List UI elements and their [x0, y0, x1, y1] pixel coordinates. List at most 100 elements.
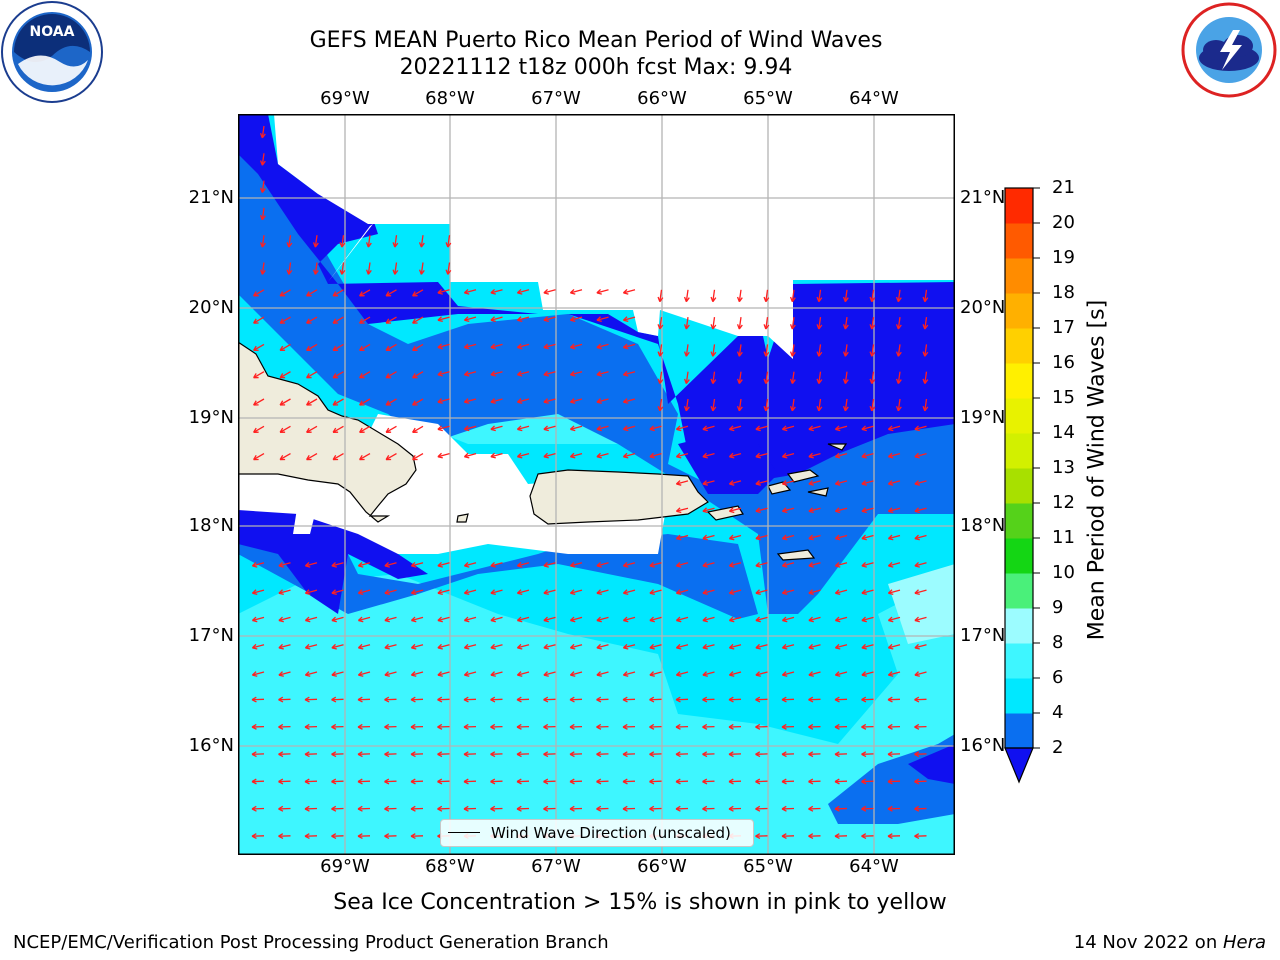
lat-tick-right: 19°N [960, 407, 1006, 428]
wind-arrow [781, 671, 795, 677]
wind-arrow [259, 262, 266, 275]
wind-arrow [463, 723, 477, 730]
wind-arrow [728, 643, 742, 650]
colorbar-tick-label: 20 [1052, 212, 1075, 233]
wind-arrow [781, 723, 795, 730]
wind-arrow [278, 805, 291, 812]
wind-arrow [702, 643, 715, 650]
wind-arrow [755, 778, 768, 785]
wind-arrow [410, 723, 424, 730]
lon-tick-top: 66°W [637, 88, 687, 109]
wind-arrow [490, 398, 503, 404]
wind-arrow [887, 480, 901, 486]
wind-arrow [763, 371, 770, 384]
wind-arrow [516, 288, 530, 295]
wind-arrow [789, 344, 796, 357]
wind-arrow [808, 452, 821, 459]
wind-arrow [675, 643, 689, 650]
wind-arrow [516, 671, 530, 677]
wind-arrow [543, 643, 556, 650]
wind-arrow [702, 534, 715, 541]
wind-arrow [463, 425, 477, 432]
wind-arrow [251, 805, 265, 812]
wind-arrow [437, 370, 450, 377]
footer-branch: NCEP/EMC/Verification Post Processing Pr… [13, 932, 609, 953]
wind-arrow [675, 805, 689, 812]
wind-arrow [914, 480, 927, 486]
wind-arrow [357, 696, 371, 703]
wind-arrow [887, 671, 901, 677]
wind-arrow [463, 316, 477, 323]
wind-arrow [808, 561, 821, 568]
wind-arrow [622, 343, 636, 350]
wind-arrow [410, 751, 424, 758]
colorbar-band [1005, 328, 1033, 364]
wind-arrow [516, 616, 530, 623]
wind-arrow [410, 616, 424, 623]
wind-arrow [816, 371, 823, 384]
wind-arrow [675, 589, 689, 596]
hispaniola-land [238, 341, 417, 523]
wind-arrow [596, 452, 609, 459]
wind-arrow [675, 507, 689, 514]
wind-arrow [914, 671, 927, 677]
wind-arrow [332, 343, 344, 352]
wind-arrow [675, 616, 689, 623]
wind-arrow [922, 344, 929, 357]
wind-arrow [834, 805, 848, 812]
wind-arrow [332, 371, 344, 379]
wind-arrow [702, 425, 715, 432]
wind-arrow [834, 616, 848, 623]
wind-arrow [384, 643, 397, 650]
wind-arrow [736, 398, 743, 412]
footer-date: 14 Nov 2022 on Hera [1074, 932, 1266, 953]
wind-arrow [278, 778, 291, 785]
wind-arrow [437, 316, 450, 323]
wind-arrow [543, 805, 556, 812]
wind-arrow [279, 398, 291, 406]
colorbar-band [1005, 223, 1033, 259]
wind-arrow [887, 534, 901, 541]
wind-arrow [834, 480, 848, 486]
wind-arrow [410, 589, 424, 596]
wind-arrow [649, 589, 662, 596]
wind-arrow [914, 833, 927, 840]
wind-arrow [675, 751, 689, 758]
wind-arrow [755, 833, 768, 840]
wind-arrow [437, 751, 450, 758]
wind-arrow [736, 344, 743, 357]
wind-arrow [895, 317, 902, 330]
wind-arrow [816, 344, 823, 357]
wind-arrow [914, 805, 927, 812]
wind-arrow [516, 398, 530, 404]
wind-arrow [437, 561, 450, 568]
wind-arrow [392, 262, 399, 275]
wind-arrow [331, 805, 344, 812]
wind-arrow [437, 723, 450, 730]
wind-arrow [755, 671, 768, 677]
wind-arrow [490, 561, 503, 568]
wind-arrow [869, 398, 876, 412]
wind-arrow [569, 398, 583, 404]
wind-arrow [278, 723, 291, 730]
wind-arrow [887, 778, 901, 785]
wind-arrow [384, 805, 397, 812]
wind-arrow [332, 398, 344, 406]
band-light-patch [888, 564, 955, 644]
wind-arrow [887, 696, 901, 703]
map-frame [238, 114, 955, 855]
wind-arrow [842, 289, 849, 303]
wind-arrow [808, 534, 821, 541]
wind-arrow [887, 507, 901, 514]
wind-arrow [649, 723, 662, 730]
wind-arrow [463, 398, 477, 404]
colorbar-band [1005, 398, 1033, 434]
wind-arrow [357, 561, 371, 568]
wind-arrow [763, 398, 770, 412]
wind-arrow [596, 370, 609, 377]
wind-arrow [569, 643, 583, 650]
wind-arrow [816, 317, 823, 330]
wind-arrow [649, 696, 662, 703]
wind-arrow [437, 398, 450, 404]
wind-arrow [808, 696, 821, 703]
